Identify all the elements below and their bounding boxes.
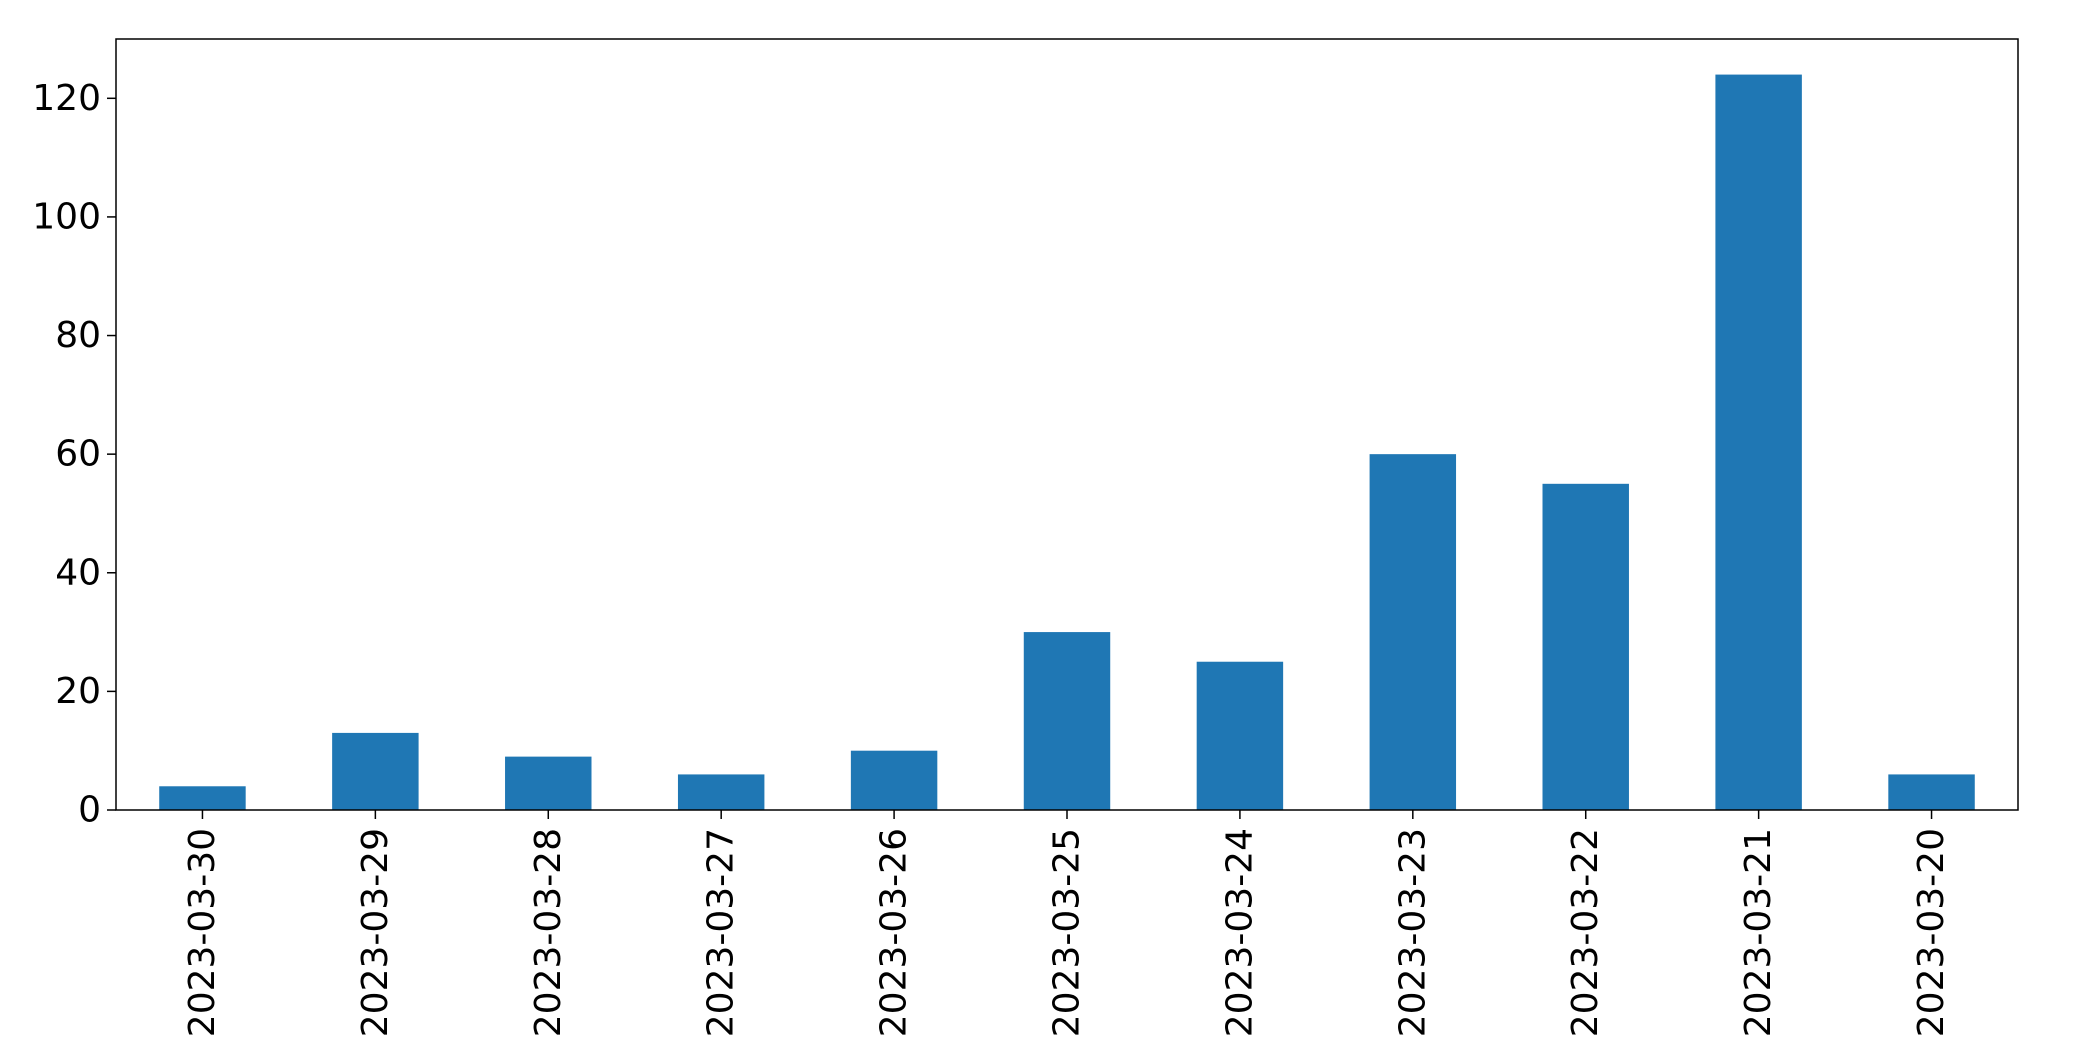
x-tick-label: 2023-03-24 — [1219, 828, 1260, 1037]
bars-layer — [159, 74, 1975, 811]
bar-2023-03-26 — [850, 750, 938, 810]
y-tick-label: 120 — [32, 78, 101, 119]
y-tick-label: 100 — [32, 196, 101, 237]
bar-2023-03-25 — [1023, 632, 1111, 810]
bar-2023-03-20 — [1888, 774, 1975, 810]
x-tick-label: 2023-03-27 — [701, 828, 742, 1037]
plot-frame — [115, 38, 2019, 811]
bar-2023-03-23 — [1369, 454, 1457, 810]
x-tick-label: 2023-03-21 — [1738, 828, 1779, 1037]
y-tick-label: 20 — [55, 671, 101, 712]
bar-2023-03-27 — [677, 774, 765, 810]
y-tick-label: 80 — [55, 315, 101, 356]
bar-2023-03-22 — [1542, 483, 1629, 810]
x-tick-label: 2023-03-25 — [1047, 828, 1088, 1037]
bar-2023-03-30 — [159, 786, 246, 810]
bar-2023-03-29 — [332, 732, 419, 810]
x-tick-label: 2023-03-30 — [182, 828, 223, 1037]
x-tick-label: 2023-03-26 — [874, 828, 915, 1037]
y-axis: 0 20 40 60 80 100 120 — [32, 78, 116, 831]
y-tick-label: 40 — [55, 552, 101, 593]
y-tick-label: 60 — [55, 434, 101, 475]
bar-2023-03-24 — [1196, 661, 1284, 810]
bar-2023-03-21 — [1715, 74, 1802, 811]
x-axis: 2023-03-30 2023-03-29 2023-03-28 2023-03-27… — [182, 810, 1952, 1037]
x-tick-label: 2023-03-20 — [1911, 828, 1952, 1037]
bar-2023-03-28 — [505, 756, 592, 810]
x-tick-label: 2023-03-22 — [1565, 828, 1606, 1037]
x-tick-label: 2023-03-29 — [355, 828, 396, 1037]
y-tick-label: 0 — [78, 790, 101, 831]
x-tick-label: 2023-03-28 — [528, 828, 569, 1037]
x-tick-label: 2023-03-23 — [1392, 828, 1433, 1037]
